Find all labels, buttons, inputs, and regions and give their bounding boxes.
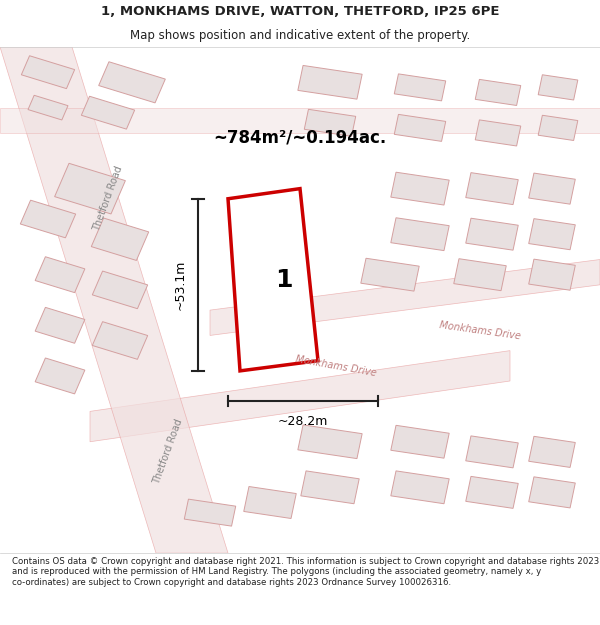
Bar [466, 173, 518, 204]
Bar [538, 75, 578, 100]
Text: Monkhams Drive: Monkhams Drive [295, 354, 377, 378]
Bar [466, 436, 518, 468]
Bar [391, 471, 449, 504]
Bar [466, 476, 518, 508]
Bar [391, 217, 449, 251]
Text: Contains OS data © Crown copyright and database right 2021. This information is : Contains OS data © Crown copyright and d… [12, 557, 599, 586]
Bar [92, 322, 148, 359]
Polygon shape [228, 189, 318, 371]
Bar [35, 308, 85, 343]
Bar [529, 477, 575, 508]
Bar [391, 426, 449, 458]
Polygon shape [90, 351, 510, 442]
Polygon shape [210, 259, 600, 336]
Text: Map shows position and indicative extent of the property.: Map shows position and indicative extent… [130, 29, 470, 42]
Polygon shape [0, 107, 600, 133]
Bar [92, 271, 148, 309]
Bar [529, 173, 575, 204]
Bar [304, 109, 356, 136]
Bar [394, 74, 446, 101]
Text: Thetford Road: Thetford Road [152, 418, 184, 486]
Bar [22, 56, 74, 89]
Text: 1: 1 [275, 268, 292, 292]
Text: 1, MONKHAMS DRIVE, WATTON, THETFORD, IP25 6PE: 1, MONKHAMS DRIVE, WATTON, THETFORD, IP2… [101, 5, 499, 18]
Bar [475, 79, 521, 106]
Bar [361, 258, 419, 291]
Bar [91, 218, 149, 261]
Bar [298, 425, 362, 459]
Bar [184, 499, 236, 526]
Bar [529, 259, 575, 290]
Polygon shape [0, 47, 228, 553]
Bar [475, 120, 521, 146]
Bar [529, 219, 575, 250]
Bar [538, 115, 578, 141]
Bar [20, 200, 76, 238]
Bar [55, 163, 125, 214]
Text: ~28.2m: ~28.2m [278, 415, 328, 428]
Bar [35, 257, 85, 292]
Bar [301, 471, 359, 504]
Text: Monkhams Drive: Monkhams Drive [439, 320, 521, 341]
Bar [98, 62, 166, 103]
Bar [35, 358, 85, 394]
Bar [454, 259, 506, 291]
Bar [391, 173, 449, 205]
Text: ~53.1m: ~53.1m [173, 259, 187, 310]
Bar [298, 66, 362, 99]
Bar [394, 114, 446, 141]
Bar [244, 486, 296, 519]
Bar [82, 96, 134, 129]
Text: ~784m²/~0.194ac.: ~784m²/~0.194ac. [214, 129, 386, 147]
Bar [466, 218, 518, 250]
Bar [529, 436, 575, 468]
Text: Thetford Road: Thetford Road [92, 164, 124, 233]
Bar [28, 95, 68, 120]
